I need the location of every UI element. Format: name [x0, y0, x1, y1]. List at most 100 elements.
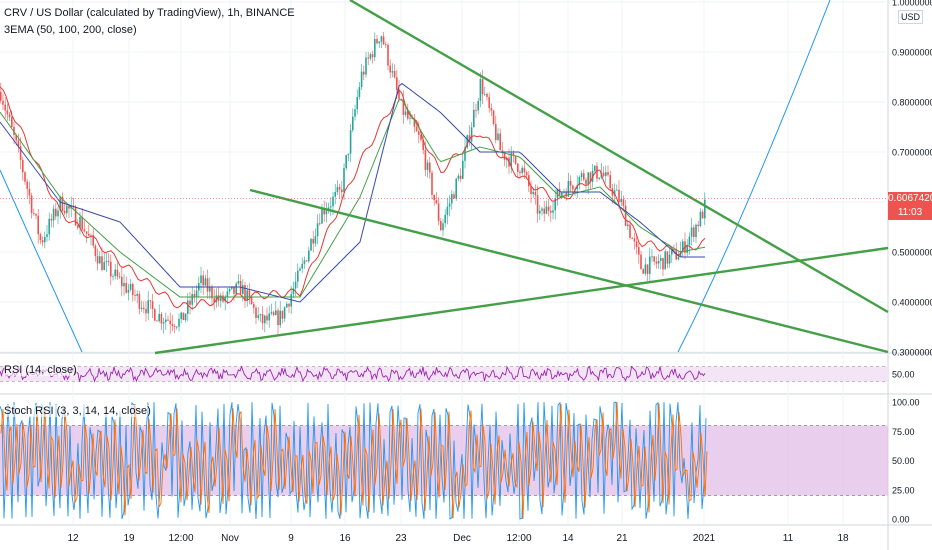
candle-body — [231, 286, 233, 289]
candle-body — [462, 160, 464, 179]
candle-body — [442, 223, 444, 231]
candle-body — [371, 54, 374, 58]
candle-body — [22, 159, 24, 173]
time-tick-label: Dec — [453, 533, 471, 544]
candle-body — [338, 187, 341, 190]
stoch-tick-label: 25.00 — [892, 485, 915, 495]
candle-body — [127, 289, 130, 293]
rsi-pane — [0, 365, 888, 383]
candle-body — [281, 310, 284, 319]
candle-body — [602, 172, 605, 176]
candle-body — [237, 280, 240, 284]
candle-body — [618, 189, 620, 203]
candle-body — [448, 203, 451, 207]
candle-body — [145, 308, 147, 314]
stoch-k-line — [0, 401, 707, 520]
candle-body — [235, 283, 237, 294]
candle-body — [195, 290, 198, 298]
candle-body — [422, 139, 424, 150]
trendlines[interactable] — [0, 0, 889, 355]
candle-body — [332, 196, 334, 207]
currency-label[interactable]: USD — [898, 10, 924, 24]
candle-body — [690, 227, 693, 237]
candle-body — [184, 313, 187, 321]
candle-body — [418, 131, 420, 135]
candle-body — [481, 79, 484, 95]
candle-body — [492, 110, 495, 124]
candle-body — [374, 38, 376, 58]
candle-body — [490, 107, 493, 111]
candle-body — [547, 206, 550, 211]
candle-body — [224, 297, 226, 302]
candle-body — [363, 71, 365, 75]
candle-body — [266, 315, 268, 321]
candle-body — [420, 134, 422, 140]
candle-body — [367, 57, 369, 59]
candle-body — [624, 205, 627, 227]
candle-body — [510, 152, 512, 167]
candle-body — [413, 119, 416, 127]
stoch-tick-label: 50.00 — [892, 456, 915, 466]
candle-body — [360, 71, 363, 88]
price-tick-label: 0.7000000 — [892, 148, 932, 158]
candle-body — [134, 294, 136, 296]
candle-body — [151, 301, 154, 310]
stoch-rsi-pane — [0, 401, 888, 520]
candle-body — [488, 96, 490, 108]
candle-body — [319, 223, 321, 225]
time-tick-label: 23 — [395, 533, 407, 544]
candle-body — [233, 286, 235, 294]
candle-body — [68, 205, 70, 209]
candle-body — [59, 196, 61, 211]
candle-body — [477, 100, 479, 111]
candle-body — [347, 153, 350, 156]
candle-body — [255, 307, 257, 318]
rsi-legend[interactable]: RSI (14, close) — [4, 364, 77, 376]
candle-body — [136, 293, 138, 296]
candle-body — [558, 188, 561, 196]
candle-body — [657, 260, 660, 264]
candle-body — [314, 236, 317, 244]
candle-body — [123, 282, 125, 287]
candle-body — [4, 104, 6, 111]
candle-body — [662, 258, 664, 270]
candle-body — [217, 295, 220, 301]
candle-body — [385, 44, 387, 45]
candle-body — [539, 210, 541, 214]
stoch-rsi-legend[interactable]: Stoch RSI (3, 3, 14, 14, close) — [4, 405, 151, 417]
candle-body — [200, 275, 202, 284]
candle-body — [149, 300, 152, 302]
candle-body — [585, 179, 587, 185]
candle-body — [6, 110, 9, 115]
candle-body — [297, 270, 299, 282]
candle-body — [455, 178, 457, 199]
candle-body — [349, 130, 352, 154]
candle-body — [479, 79, 482, 101]
ema-line — [0, 98, 706, 298]
candle-body — [39, 234, 42, 241]
candle-body — [486, 93, 488, 97]
candle-body — [33, 212, 35, 214]
trendline — [154, 246, 889, 355]
candle-body — [512, 152, 515, 156]
candle-body — [646, 264, 649, 274]
candle-body — [523, 167, 526, 173]
price-tick-label: 0.5000000 — [892, 248, 932, 258]
candle-body — [398, 89, 400, 99]
candle-body — [160, 313, 163, 324]
time-axis[interactable]: 12 19 12:00 Nov 9 16 23 Dec 12:00 14 21 2021 11 18 — [67, 533, 849, 544]
candle-body — [391, 71, 394, 73]
candle-body — [404, 111, 407, 115]
candle-body — [501, 150, 504, 153]
candle-body — [79, 216, 81, 228]
candle-body — [250, 297, 253, 305]
candle-body — [642, 269, 644, 274]
candle-body — [378, 41, 380, 44]
time-tick-label: 2021 — [693, 533, 716, 544]
candle-body — [411, 117, 413, 120]
candle-body — [26, 181, 28, 189]
candle-body — [704, 199, 706, 219]
ema-legend[interactable]: 3EMA (50, 100, 200, close) — [4, 24, 137, 36]
candle-body — [473, 109, 475, 128]
